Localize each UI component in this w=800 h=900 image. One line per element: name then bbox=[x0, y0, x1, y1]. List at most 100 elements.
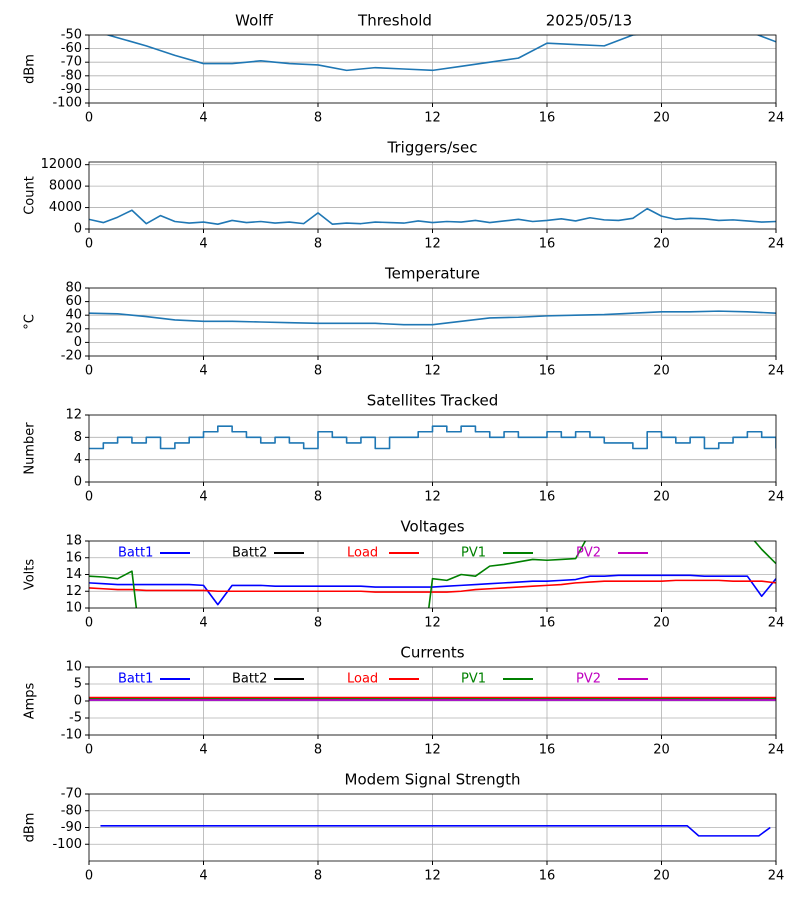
y-tick-label: 10 bbox=[65, 660, 82, 675]
plot-area bbox=[105, 35, 776, 72]
axes-frame bbox=[88, 414, 777, 483]
y-tick-label: 0 bbox=[74, 335, 82, 350]
panel-title: Voltages bbox=[400, 518, 464, 536]
y-tick-label: -80 bbox=[61, 68, 82, 83]
axes-frame bbox=[88, 666, 777, 736]
legend-label: Batt1 bbox=[118, 672, 153, 687]
x-tick-label: 16 bbox=[539, 364, 556, 379]
y-tick-label: -5 bbox=[69, 711, 82, 726]
plot-area bbox=[89, 207, 776, 225]
series-line bbox=[89, 579, 776, 593]
y-tick-label: 0 bbox=[74, 694, 82, 709]
x-tick-label: 24 bbox=[768, 364, 785, 379]
y-tick-label: 0 bbox=[74, 222, 82, 237]
x-tick-label: 24 bbox=[768, 616, 785, 631]
x-tick-label: 12 bbox=[424, 237, 441, 252]
y-tick-label: 40 bbox=[65, 308, 82, 323]
y-tick-label: 0 bbox=[74, 475, 82, 490]
panel-title: Temperature bbox=[384, 265, 480, 283]
y-tick-label: -90 bbox=[61, 820, 82, 835]
x-tick-label: 16 bbox=[539, 616, 556, 631]
x-tick-label: 8 bbox=[314, 490, 322, 505]
y-tick-label: -20 bbox=[61, 349, 82, 364]
axes-frame bbox=[88, 287, 777, 357]
axes-frame bbox=[88, 793, 777, 862]
y-axis-label: °C bbox=[23, 314, 38, 330]
y-axis-label: Count bbox=[23, 176, 38, 215]
y-axis-label: Amps bbox=[23, 682, 38, 719]
plot-area bbox=[89, 425, 776, 450]
y-tick-label: -10 bbox=[61, 728, 82, 743]
x-tick-label: 4 bbox=[199, 743, 207, 758]
plot-area bbox=[100, 825, 771, 837]
y-tick-label: -70 bbox=[61, 55, 82, 70]
y-tick-label: -50 bbox=[61, 28, 82, 43]
legend-label: Load bbox=[347, 546, 378, 561]
plot-area bbox=[89, 310, 776, 326]
legend-label: PV1 bbox=[461, 546, 486, 561]
y-tick-label: 4 bbox=[74, 452, 82, 467]
x-tick-label: 16 bbox=[539, 237, 556, 252]
x-tick-label: 0 bbox=[85, 743, 93, 758]
series-line bbox=[89, 310, 776, 326]
y-tick-label: -100 bbox=[52, 96, 82, 111]
panel-title: Satellites Tracked bbox=[367, 392, 498, 410]
panel-title: Currents bbox=[400, 644, 464, 662]
x-tick-label: 20 bbox=[653, 237, 670, 252]
x-tick-label: 0 bbox=[85, 869, 93, 884]
x-tick-label: 20 bbox=[653, 490, 670, 505]
x-tick-label: 24 bbox=[768, 869, 785, 884]
x-tick-label: 20 bbox=[653, 743, 670, 758]
x-tick-label: 12 bbox=[424, 869, 441, 884]
legend-label: PV2 bbox=[576, 672, 601, 687]
y-tick-label: -100 bbox=[52, 837, 82, 852]
plot-area bbox=[89, 541, 776, 608]
x-tick-label: 0 bbox=[85, 490, 93, 505]
panel-title: Triggers/sec bbox=[387, 139, 478, 157]
legend-label: Batt2 bbox=[232, 672, 267, 687]
y-axis-label: Volts bbox=[23, 559, 38, 591]
y-tick-label: 14 bbox=[65, 567, 82, 582]
x-tick-label: 20 bbox=[653, 111, 670, 126]
legend-label: Load bbox=[347, 672, 378, 687]
legend-label: Batt1 bbox=[118, 546, 153, 561]
axes-frame bbox=[88, 34, 777, 104]
legend-label: Batt2 bbox=[232, 546, 267, 561]
y-tick-label: 18 bbox=[65, 534, 82, 549]
x-tick-label: 12 bbox=[424, 490, 441, 505]
plot-area bbox=[89, 696, 776, 701]
panel-title: Threshold bbox=[357, 12, 432, 30]
date-title: 2025/05/13 bbox=[546, 12, 632, 30]
x-tick-label: 24 bbox=[768, 743, 785, 758]
y-tick-label: 12 bbox=[65, 408, 82, 423]
x-tick-label: 24 bbox=[768, 237, 785, 252]
x-tick-label: 24 bbox=[768, 490, 785, 505]
y-tick-label: 10 bbox=[65, 601, 82, 616]
x-tick-label: 4 bbox=[199, 616, 207, 631]
y-tick-label: 12000 bbox=[41, 157, 82, 172]
y-tick-label: -80 bbox=[61, 803, 82, 818]
x-tick-label: 16 bbox=[539, 869, 556, 884]
x-tick-label: 16 bbox=[539, 111, 556, 126]
x-tick-label: 20 bbox=[653, 616, 670, 631]
x-tick-label: 20 bbox=[653, 364, 670, 379]
series-line bbox=[89, 574, 776, 606]
x-tick-label: 12 bbox=[424, 111, 441, 126]
x-tick-label: 8 bbox=[314, 743, 322, 758]
x-tick-label: 12 bbox=[424, 364, 441, 379]
x-tick-label: 8 bbox=[314, 869, 322, 884]
x-tick-label: 4 bbox=[199, 490, 207, 505]
y-axis-label: dBm bbox=[23, 54, 38, 84]
x-tick-label: 0 bbox=[85, 237, 93, 252]
x-tick-label: 8 bbox=[314, 111, 322, 126]
y-tick-label: 12 bbox=[65, 584, 82, 599]
x-tick-label: 4 bbox=[199, 869, 207, 884]
series-line bbox=[105, 35, 776, 72]
y-tick-label: 16 bbox=[65, 550, 82, 565]
x-tick-label: 4 bbox=[199, 237, 207, 252]
y-axis-label: dBm bbox=[23, 813, 38, 843]
y-axis-label: Number bbox=[23, 422, 38, 475]
x-tick-label: 0 bbox=[85, 111, 93, 126]
axes-frame bbox=[88, 540, 777, 609]
